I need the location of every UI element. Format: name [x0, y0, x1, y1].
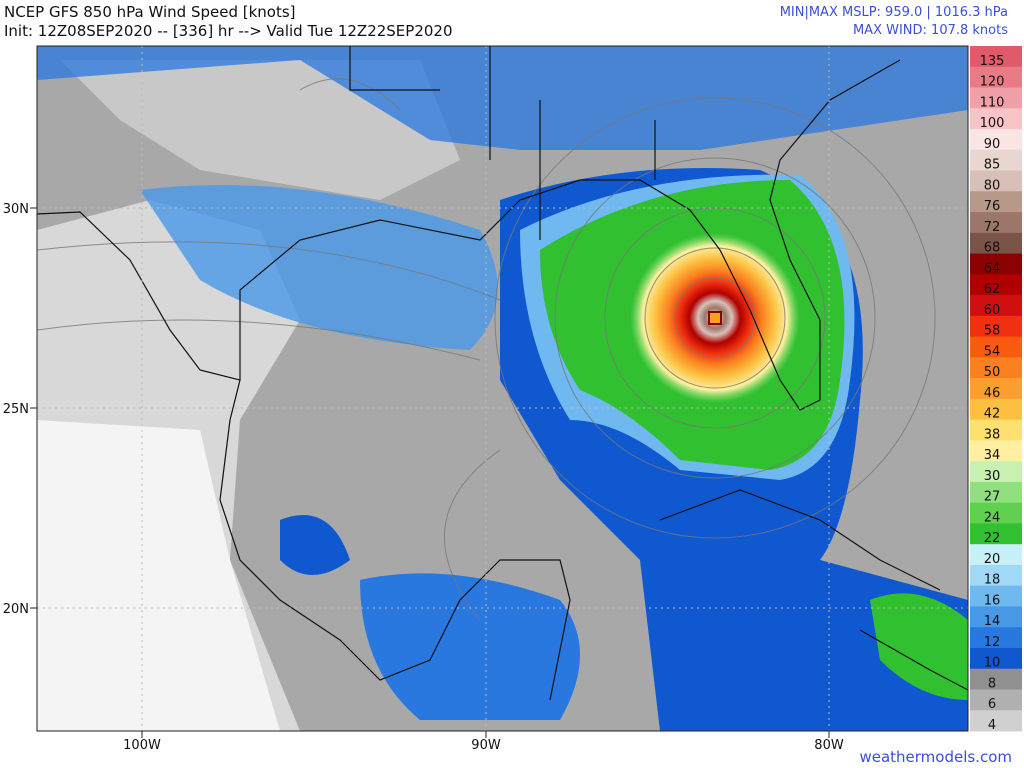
colorbar-cell [970, 357, 1022, 379]
colorbar-cell [970, 398, 1022, 421]
colorbar-label: 76 [984, 199, 1001, 214]
colorbar-cell [970, 253, 1022, 275]
colorbar-label: 16 [984, 593, 1001, 608]
colorbar-label: 42 [984, 407, 1001, 422]
colorbar-cell [970, 378, 1022, 400]
colorbar-label: 18 [984, 573, 1001, 588]
map-frame [36, 45, 969, 732]
colorbar-cell [970, 170, 1022, 192]
colorbar-cell [970, 647, 1022, 670]
colorbar-cell [970, 544, 1022, 566]
colorbar-label: 50 [984, 365, 1001, 380]
map-title: NCEP GFS 850 hPa Wind Speed [knots] [4, 3, 296, 21]
colorbar-label: 22 [984, 531, 1001, 546]
colorbar-cell [970, 295, 1022, 317]
colorbar-label: 14 [984, 614, 1001, 629]
colorbar-cell [970, 336, 1022, 358]
colorbar-label: 54 [984, 344, 1001, 359]
colorbar-cell [970, 87, 1022, 109]
colorbar-label: 100 [980, 116, 1005, 131]
colorbar-label: 20 [984, 552, 1001, 567]
colorbar-cell [970, 440, 1022, 462]
colorbar-label: 38 [984, 427, 1001, 442]
colorbar-label: 30 [984, 469, 1001, 484]
colorbar-label: 34 [984, 448, 1001, 463]
lat-label: 25N [3, 402, 29, 417]
colorbar-label: 6 [988, 697, 996, 712]
colorbar-cell [970, 481, 1022, 504]
colorbar-label: 46 [984, 386, 1001, 401]
colorbar-label: 27 [984, 490, 1001, 505]
colorbar-label: 62 [984, 282, 1001, 297]
wind-stat: MAX WIND: 107.8 knots [852, 23, 1008, 38]
colorbar-cell [970, 191, 1022, 213]
colorbar-cell [970, 606, 1022, 628]
colorbar-cell [970, 315, 1022, 338]
colorbar-label: 4 [988, 718, 996, 733]
footer: weathermodels.com [859, 748, 1012, 766]
colorbar-label: 85 [984, 158, 1001, 173]
lat-label: 20N [3, 602, 29, 617]
pressure-stat: MIN|MAX MSLP: 959.0 | 1016.3 hPa [779, 5, 1008, 20]
lon-label: 80W [814, 738, 844, 753]
colorbar-label: 110 [980, 95, 1005, 110]
colorbar-cell [970, 585, 1022, 607]
colorbar-label: 90 [984, 137, 1001, 152]
colorbar-cell [970, 46, 1022, 68]
colorbar-label: 120 [980, 75, 1005, 90]
colorbar-cell [970, 710, 1022, 732]
colorbar-cell [970, 627, 1022, 649]
map-subtitle: Init: 12Z08SEP2020 -- [336] hr --> Valid… [4, 22, 453, 40]
map-field [37, 46, 968, 731]
colorbar-cell [970, 564, 1022, 587]
colorbar-cell [970, 461, 1022, 483]
colorbar-label: 80 [984, 178, 1001, 193]
colorbar-cell [970, 274, 1022, 296]
colorbar-label: 60 [984, 303, 1001, 318]
colorbar-cell [970, 232, 1022, 255]
colorbar-cell [970, 523, 1022, 545]
lon-label: 90W [471, 738, 501, 753]
colorbar-cell [970, 419, 1022, 441]
colorbar-label: 58 [984, 324, 1001, 339]
colorbar-label: 72 [984, 220, 1001, 235]
colorbar-cell [970, 212, 1022, 234]
colorbar-cell [970, 129, 1022, 151]
colorbar-label: 64 [984, 261, 1001, 276]
colorbar-cell [970, 689, 1022, 711]
colorbar-label: 135 [980, 54, 1005, 69]
colorbar-cell [970, 502, 1022, 524]
lon-label: 100W [123, 738, 161, 753]
colorbar-cell [970, 108, 1022, 130]
colorbar-label: 12 [984, 635, 1001, 650]
colorbar-cell [970, 66, 1022, 89]
colorbar-label: 8 [988, 676, 996, 691]
colorbar-label: 68 [984, 241, 1001, 256]
colorbar-cell [970, 149, 1022, 172]
colorbar-cell [970, 668, 1022, 690]
colorbar-label: 10 [984, 656, 1001, 671]
lat-label: 30N [3, 202, 29, 217]
colorbar-label: 24 [984, 510, 1001, 525]
